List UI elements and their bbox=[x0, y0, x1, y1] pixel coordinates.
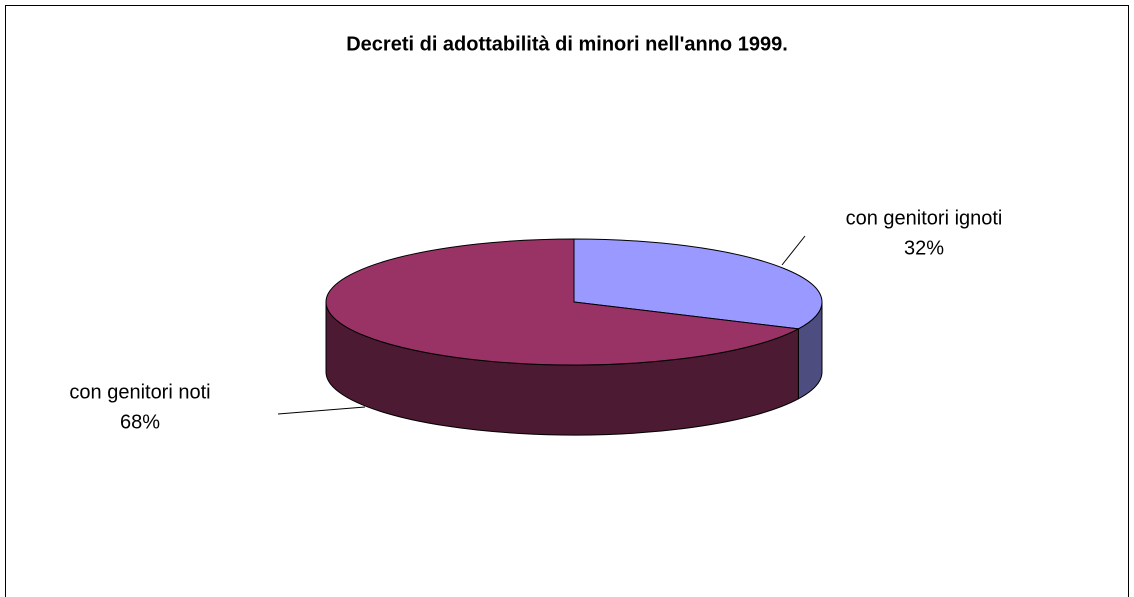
slice-label: con genitori ignoti bbox=[846, 207, 1003, 229]
value-label: 68% bbox=[120, 411, 160, 433]
pie-slice bbox=[573, 238, 823, 330]
chart-title: Decreti di adottabilità di minori nell'a… bbox=[346, 33, 788, 55]
pie-slice bbox=[325, 238, 801, 366]
leader-line bbox=[277, 406, 366, 415]
slice-label: con genitori noti bbox=[69, 381, 210, 403]
chart-frame bbox=[5, 5, 1129, 597]
value-label: 32% bbox=[904, 237, 944, 259]
leader-line bbox=[781, 235, 806, 266]
